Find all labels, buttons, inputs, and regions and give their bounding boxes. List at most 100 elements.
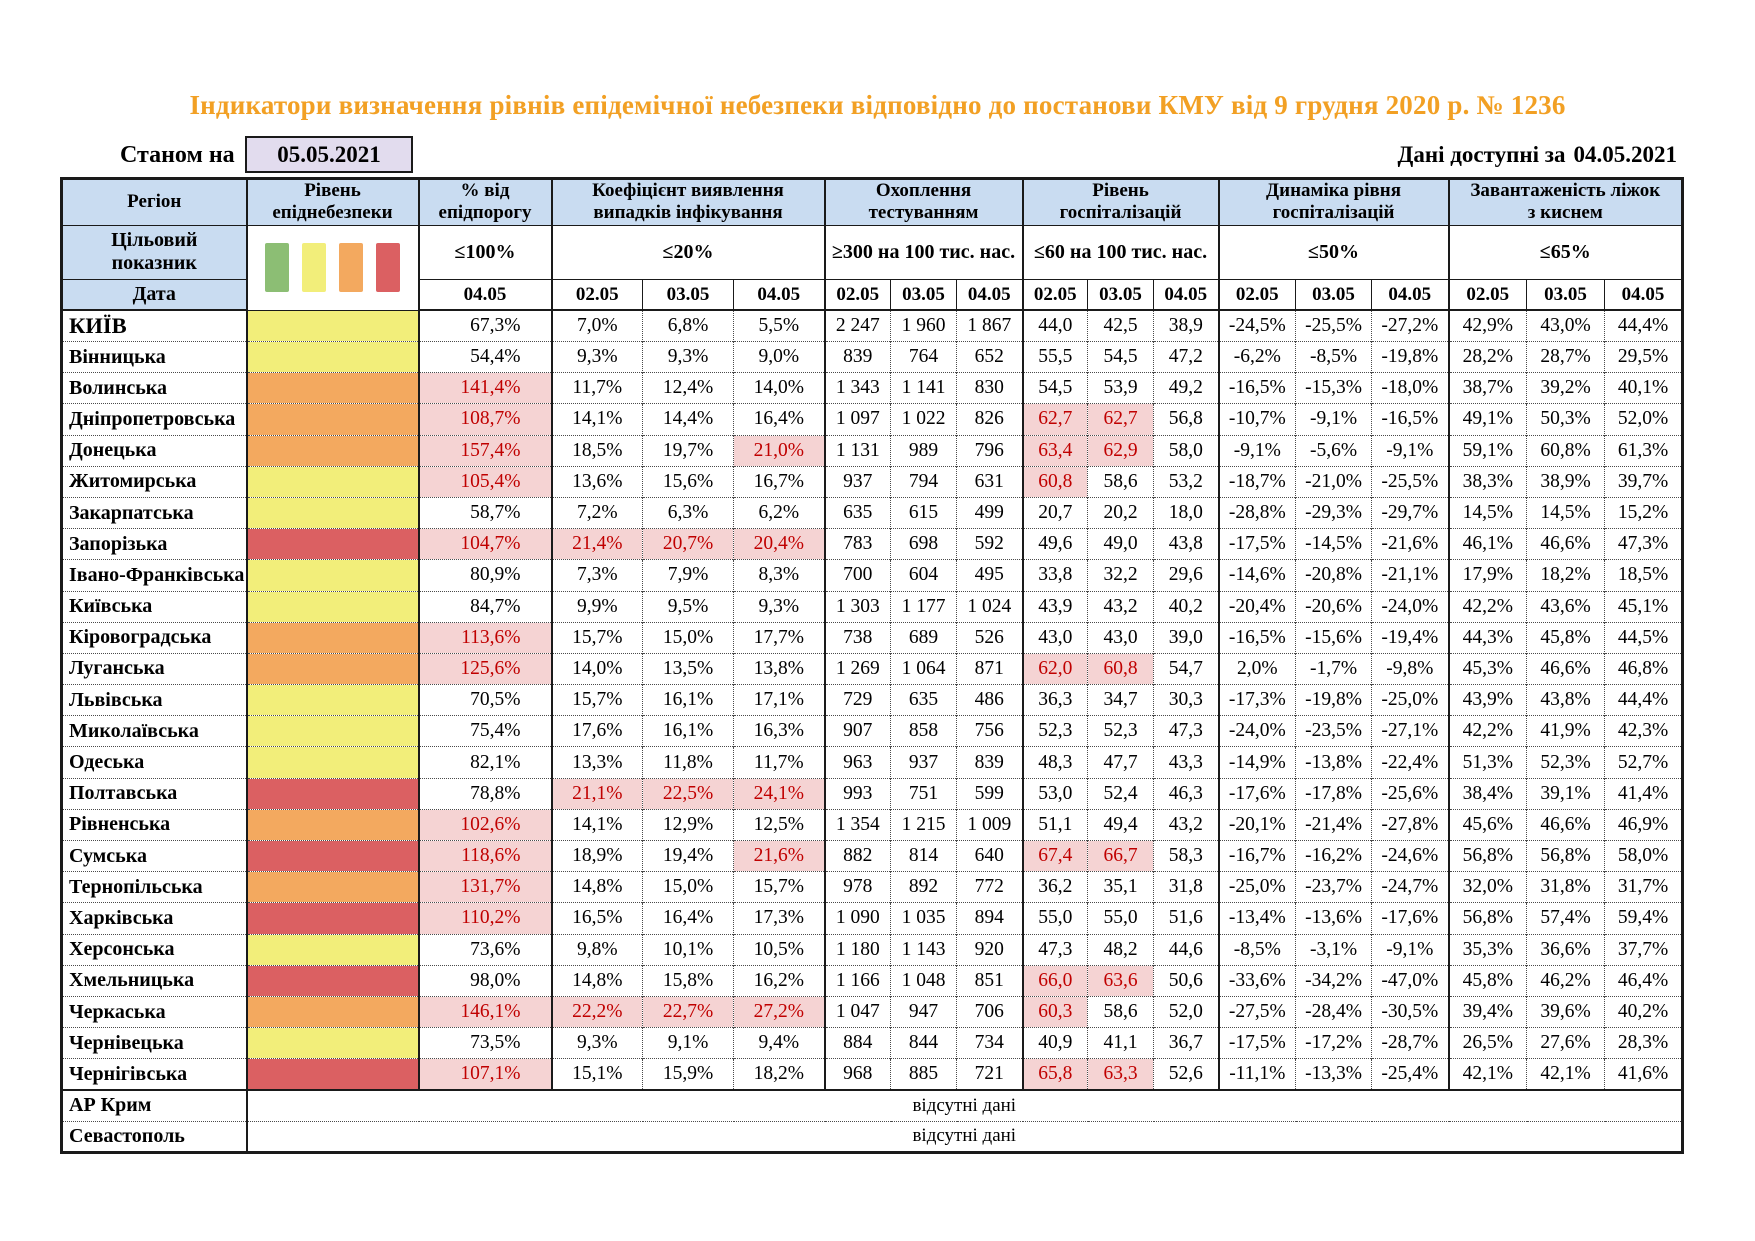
hospitalization-cell: 43,2: [1087, 590, 1154, 623]
detection-cell: 14,8%: [550, 871, 643, 903]
oxygen-beds-cell: 59,4%: [1604, 902, 1683, 935]
testing-cell: 1 269: [823, 652, 891, 685]
detection-cell: 9,3%: [642, 340, 734, 373]
testing-cell: 844: [890, 1027, 957, 1059]
hospitalization-cell: 48,2: [1087, 933, 1154, 966]
hosp-dynamics-cell: -21,6%: [1371, 528, 1449, 560]
testing-cell: 1 143: [890, 933, 957, 966]
hospitalization-cell: 43,8: [1153, 528, 1219, 560]
detection-cell: 16,7%: [732, 465, 825, 498]
testing-cell: 937: [823, 465, 891, 498]
hosp-dynamics-cell: -20,8%: [1295, 559, 1372, 591]
detection-cell: 6,3%: [642, 496, 734, 529]
oxygen-beds-cell: 58,0%: [1604, 839, 1683, 872]
hosp-dynamics-cell: -17,5%: [1217, 528, 1296, 560]
hosp-dynamics-cell: -25,5%: [1371, 465, 1449, 498]
hosp-dynamics-cell: -20,4%: [1217, 590, 1296, 623]
oxygen-beds-cell: 14,5%: [1526, 496, 1605, 529]
detection-cell: 9,8%: [550, 933, 643, 966]
hospitalization-cell: 38,9: [1153, 310, 1219, 342]
oxygen-beds-cell: 52,7%: [1604, 746, 1683, 779]
oxygen-beds-cell: 43,8%: [1526, 684, 1605, 716]
hosp-dynamics-cell: -23,7%: [1295, 871, 1372, 903]
hospitalization-cell: 66,7: [1087, 839, 1154, 872]
testing-cell: 1 024: [956, 590, 1023, 623]
region-cell: Дніпропетровська: [61, 403, 247, 436]
level-color-cell: [245, 964, 419, 997]
hosp-dynamics-cell: -17,2%: [1295, 1027, 1372, 1059]
indicators-table: Регіон Рівень епіднебезпеки % від епідпо…: [60, 177, 1685, 1154]
hospitalization-cell: 67,4: [1021, 839, 1088, 872]
hosp-dynamics-cell: -20,6%: [1295, 590, 1372, 623]
detection-cell: 13,5%: [642, 652, 734, 685]
hospitalization-cell: 47,2: [1153, 340, 1219, 373]
testing-cell: 882: [823, 839, 891, 872]
detection-cell: 16,1%: [642, 684, 734, 716]
date-cell: 03.05: [1526, 278, 1606, 312]
oxygen-beds-cell: 44,5%: [1604, 621, 1683, 654]
hosp-dynamics-cell: -16,5%: [1217, 372, 1296, 404]
target-row-label: Цільовий показник: [61, 224, 247, 280]
hosp-dynamics-cell: -9,1%: [1217, 434, 1296, 467]
oxygen-beds-cell: 46,6%: [1526, 528, 1605, 560]
data-available-note: Дані доступні за 04.05.2021: [1390, 142, 1677, 168]
hospitalization-cell: 49,6: [1021, 528, 1088, 560]
level-color-cell: [245, 310, 419, 342]
table-row: Івано-Франківська 80,9% 7,3% 7,9% 8,3% 700 604…: [61, 559, 1683, 591]
epi-threshold-cell: 104,7%: [417, 528, 552, 560]
testing-cell: 1 166: [823, 964, 891, 997]
testing-cell: 783: [823, 528, 891, 560]
epi-threshold-cell: 54,4%: [417, 340, 552, 373]
detection-cell: 14,1%: [550, 403, 643, 436]
testing-cell: 1 960: [890, 310, 957, 342]
testing-cell: 615: [890, 496, 957, 529]
hospitalization-cell: 60,3: [1021, 995, 1088, 1028]
level-color-cell: [245, 839, 419, 872]
table-row: Чернівецька 73,5% 9,3% 9,1% 9,4% 884 844 734 40,…: [61, 1027, 1683, 1059]
hospitalization-cell: 41,1: [1087, 1027, 1154, 1059]
date-cell: 02.05: [1217, 278, 1297, 312]
table-row: Київська 84,7% 9,9% 9,5% 9,3% 1 303 1 177 1 024…: [61, 590, 1683, 623]
region-cell: Хмельницька: [61, 964, 247, 997]
date-cell: 03.05: [642, 278, 734, 312]
oxygen-beds-cell: 46,1%: [1447, 528, 1527, 560]
detection-cell: 7,0%: [550, 310, 643, 342]
oxygen-beds-cell: 41,4%: [1604, 777, 1683, 810]
column-header-testing: Охоплення тестуванням: [823, 178, 1024, 226]
testing-cell: 499: [956, 496, 1023, 529]
hosp-dynamics-cell: -9,1%: [1371, 434, 1449, 467]
detection-cell: 15,0%: [642, 621, 734, 654]
hosp-dynamics-cell: -19,8%: [1371, 340, 1449, 373]
target-epi: ≤100%: [417, 224, 552, 280]
hosp-dynamics-cell: -17,5%: [1217, 1027, 1296, 1059]
hospitalization-cell: 20,7: [1021, 496, 1088, 529]
level-color-cell: [245, 372, 419, 404]
oxygen-beds-cell: 45,8%: [1526, 621, 1605, 654]
testing-cell: 738: [823, 621, 891, 654]
epi-threshold-cell: 108,7%: [417, 403, 552, 436]
column-header-region: Регіон: [61, 178, 247, 226]
oxygen-beds-cell: 39,7%: [1604, 465, 1683, 498]
table-row: Полтавська 78,8% 21,1% 22,5% 24,1% 993 751 599 5…: [61, 777, 1683, 810]
oxygen-beds-cell: 38,9%: [1526, 465, 1605, 498]
oxygen-beds-cell: 29,5%: [1604, 340, 1683, 373]
detection-cell: 17,1%: [732, 684, 825, 716]
oxygen-beds-cell: 18,5%: [1604, 559, 1683, 591]
level-color-cell: [245, 808, 419, 841]
oxygen-beds-cell: 42,1%: [1447, 1058, 1527, 1090]
oxygen-beds-cell: 43,6%: [1526, 590, 1605, 623]
hospitalization-cell: 20,2: [1087, 496, 1154, 529]
detection-cell: 9,9%: [550, 590, 643, 623]
hosp-dynamics-cell: -8,5%: [1217, 933, 1296, 966]
target-testing: ≥300 на 100 тис. нас.: [823, 224, 1024, 280]
date-cell: 02.05: [550, 278, 643, 312]
hosp-dynamics-cell: -14,9%: [1217, 746, 1296, 779]
hospitalization-cell: 60,8: [1021, 465, 1088, 498]
hosp-dynamics-cell: 2,0%: [1217, 652, 1296, 685]
testing-cell: 599: [956, 777, 1023, 810]
testing-cell: 2 247: [823, 310, 891, 342]
level-color-cell: [245, 1027, 419, 1059]
testing-cell: 968: [823, 1058, 891, 1090]
testing-cell: 894: [956, 902, 1023, 935]
hosp-dynamics-cell: -18,7%: [1217, 465, 1296, 498]
